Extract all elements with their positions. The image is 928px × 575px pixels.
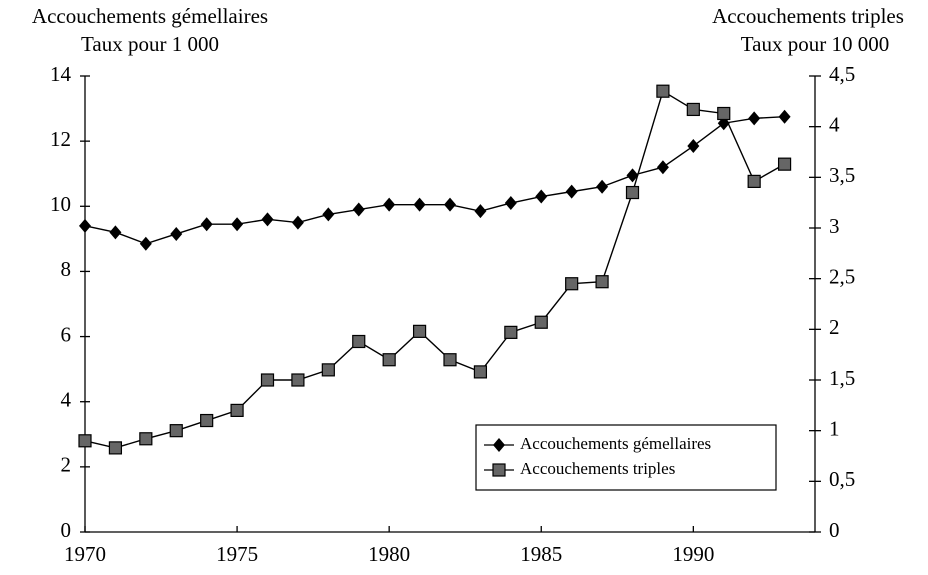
diamond-marker xyxy=(493,438,505,452)
legend-box xyxy=(475,424,777,491)
y-tick-label: 14 xyxy=(50,62,72,86)
square-marker xyxy=(443,353,457,367)
diamond-marker xyxy=(322,207,335,222)
y2-tick-label: 2,5 xyxy=(829,264,855,288)
diamond-marker xyxy=(139,236,152,251)
diamond-marker xyxy=(444,197,456,212)
x-tick-label: 1980 xyxy=(368,542,410,566)
y2-axis-subtitle: Taux pour 10 000 xyxy=(741,32,889,56)
y-tick-label: 0 xyxy=(61,518,72,542)
square-marker xyxy=(686,102,700,117)
square-marker xyxy=(200,413,214,428)
y2-axis-title: Accouchements triples xyxy=(712,4,904,28)
y-tick-label: 10 xyxy=(50,192,71,216)
square-marker xyxy=(595,275,609,289)
y2-tick-label: 3 xyxy=(829,214,840,238)
y2-tick-label: 1,5 xyxy=(829,366,855,390)
x-tick-label: 1975 xyxy=(216,542,258,566)
y2-tick-label: 3,5 xyxy=(829,163,855,187)
x-tick-label: 1970 xyxy=(64,542,106,566)
diamond-marker xyxy=(231,217,244,232)
square-marker xyxy=(625,185,640,200)
y-tick-label: 6 xyxy=(61,322,72,346)
y2-tick-label: 0 xyxy=(829,518,840,542)
y2-tick-label: 4,5 xyxy=(829,62,855,86)
square-marker xyxy=(139,432,153,446)
diamond-marker xyxy=(687,139,700,154)
series-line xyxy=(84,116,785,245)
diamond-marker xyxy=(656,160,669,175)
diamond-marker xyxy=(291,215,304,230)
series-line xyxy=(84,90,785,449)
square-marker xyxy=(108,441,123,455)
square-marker xyxy=(565,277,579,291)
square-marker xyxy=(352,334,366,349)
x-tick-label: 1985 xyxy=(520,542,562,566)
diamond-marker xyxy=(413,197,426,212)
diamond-marker xyxy=(109,225,122,240)
diamond-marker xyxy=(596,179,609,194)
y-tick-label: 8 xyxy=(61,257,72,281)
diamond-marker xyxy=(79,218,91,233)
y-axis-title: Accouchements gémellaires xyxy=(32,4,268,28)
square-marker xyxy=(412,324,427,338)
y2-tick-label: 0,5 xyxy=(829,467,855,491)
y2-tick-label: 1 xyxy=(829,416,840,440)
diamond-marker xyxy=(565,184,578,199)
square-marker xyxy=(473,365,488,379)
diamond-marker xyxy=(748,111,761,126)
square-marker xyxy=(169,424,183,438)
diamond-marker xyxy=(778,109,791,124)
diamond-marker xyxy=(626,168,639,183)
square-marker xyxy=(321,363,335,377)
diamond-marker xyxy=(535,189,548,204)
x-tick-label: 1990 xyxy=(672,542,714,566)
square-marker xyxy=(656,84,670,98)
diamond-marker xyxy=(200,217,213,232)
square-marker xyxy=(534,315,548,329)
square-marker xyxy=(504,325,518,339)
diamond-marker xyxy=(474,204,487,219)
square-marker xyxy=(230,403,244,417)
diamond-marker xyxy=(170,226,183,241)
diamond-marker xyxy=(352,202,365,217)
square-marker xyxy=(747,174,761,188)
legend-label: Accouchements gémellaires xyxy=(520,434,711,453)
diamond-marker xyxy=(261,212,274,227)
square-marker xyxy=(492,463,506,477)
square-marker xyxy=(260,373,275,387)
y2-tick-label: 2 xyxy=(829,315,840,339)
legend: Accouchements gémellaires Accouchements t… xyxy=(475,424,777,491)
square-marker xyxy=(78,434,92,448)
y2-tick-label: 4 xyxy=(829,112,840,136)
square-marker xyxy=(291,373,305,387)
square-marker xyxy=(717,106,731,121)
y-tick-label: 4 xyxy=(61,388,72,412)
y-tick-label: 12 xyxy=(50,127,71,151)
square-marker xyxy=(382,353,396,367)
square-marker xyxy=(777,157,792,171)
y-axis-subtitle: Taux pour 1 000 xyxy=(81,32,219,56)
y-tick-label: 2 xyxy=(61,453,72,477)
diamond-marker xyxy=(383,197,396,212)
legend-label: Accouchements triples xyxy=(520,459,675,478)
diamond-marker xyxy=(504,196,517,211)
